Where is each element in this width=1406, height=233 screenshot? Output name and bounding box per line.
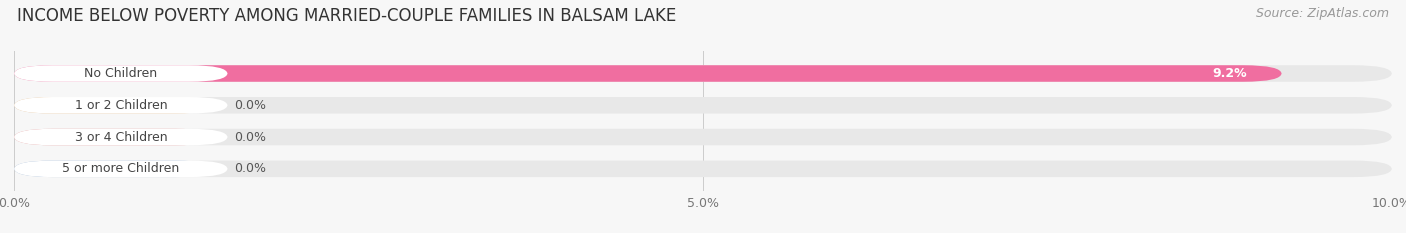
Text: 5 or more Children: 5 or more Children — [62, 162, 180, 175]
FancyBboxPatch shape — [14, 97, 214, 113]
Text: INCOME BELOW POVERTY AMONG MARRIED-COUPLE FAMILIES IN BALSAM LAKE: INCOME BELOW POVERTY AMONG MARRIED-COUPL… — [17, 7, 676, 25]
Text: 0.0%: 0.0% — [235, 162, 267, 175]
Text: No Children: No Children — [84, 67, 157, 80]
Text: 0.0%: 0.0% — [235, 99, 267, 112]
FancyBboxPatch shape — [14, 129, 228, 145]
FancyBboxPatch shape — [14, 65, 1282, 82]
FancyBboxPatch shape — [14, 161, 1392, 177]
FancyBboxPatch shape — [14, 161, 228, 177]
Text: 1 or 2 Children: 1 or 2 Children — [75, 99, 167, 112]
Text: 0.0%: 0.0% — [235, 130, 267, 144]
FancyBboxPatch shape — [14, 65, 1392, 82]
FancyBboxPatch shape — [14, 97, 1392, 113]
FancyBboxPatch shape — [14, 129, 214, 145]
FancyBboxPatch shape — [14, 65, 228, 82]
FancyBboxPatch shape — [14, 97, 228, 113]
Text: Source: ZipAtlas.com: Source: ZipAtlas.com — [1256, 7, 1389, 20]
Text: 9.2%: 9.2% — [1212, 67, 1247, 80]
FancyBboxPatch shape — [14, 161, 214, 177]
Text: 3 or 4 Children: 3 or 4 Children — [75, 130, 167, 144]
FancyBboxPatch shape — [14, 129, 1392, 145]
